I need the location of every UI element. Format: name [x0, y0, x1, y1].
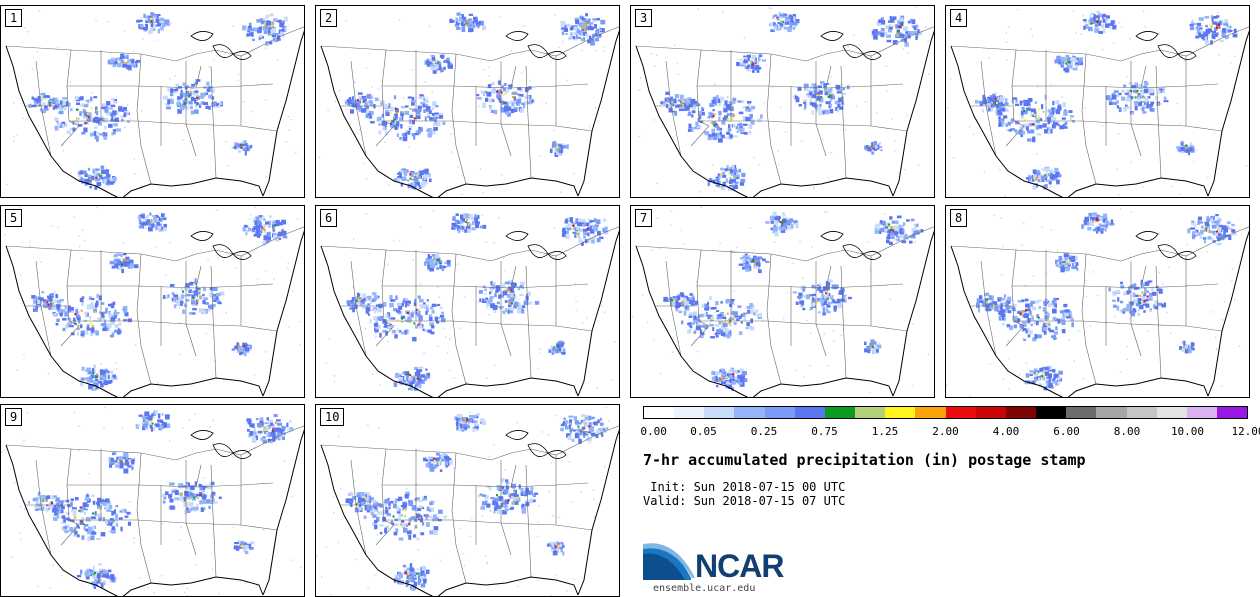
postage-stamp-map: 1: [0, 5, 305, 198]
postage-stamp-map: 6: [315, 205, 620, 398]
stamp-member-label: 4: [950, 9, 968, 27]
valid-time: Valid: Sun 2018-07-15 07 UTC: [643, 494, 846, 508]
postage-stamp-map: 3: [630, 5, 935, 198]
colorbar-tick-label: 6.00: [1053, 425, 1080, 438]
stamp-member-label: 7: [635, 209, 653, 227]
colorbar-segment: [975, 407, 1006, 418]
colorbar-segment: [794, 407, 825, 418]
colorbar-tick-label: 8.00: [1113, 425, 1141, 438]
colorbar-segment: [674, 407, 705, 418]
stamp-member-label: 5: [5, 209, 23, 227]
colorbar-tick-label: 4.00: [992, 425, 1020, 438]
precip-colorbar: [643, 406, 1248, 419]
colorbar-segment: [915, 407, 946, 418]
colorbar-tick-label: 0.25: [750, 425, 778, 438]
colorbar-segment: [1005, 407, 1037, 418]
precip-map-icon: [946, 207, 1249, 397]
colorbar-tick-label: 0.00: [640, 425, 667, 438]
precip-map-icon: [635, 6, 934, 197]
init-time: Init: Sun 2018-07-15 00 UTC: [643, 480, 846, 494]
colorbar-tick-label: 1.25: [871, 425, 899, 438]
stamp-member-label: 6: [320, 209, 338, 227]
stamp-member-label: 9: [5, 408, 23, 426]
colorbar-tick-label: 2.00: [932, 425, 959, 438]
colorbar-segment: [1156, 407, 1187, 418]
stamp-member-label: 3: [635, 9, 653, 27]
precip-map-icon: [318, 9, 619, 197]
postage-stamp-map: 9: [0, 404, 305, 597]
colorbar-segment: [704, 407, 735, 418]
ncar-logo-text: NCAR: [695, 548, 784, 584]
precip-map-icon: [316, 406, 619, 596]
ncar-logo-icon: [643, 543, 695, 580]
colorbar-segment: [1036, 407, 1067, 418]
colorbar-segment: [824, 407, 856, 418]
colorbar-segment: [855, 407, 886, 418]
precip-map-icon: [631, 206, 934, 397]
logo-url: ensemble.ucar.edu: [653, 583, 756, 594]
chart-title: 7-hr accumulated precipitation (in) post…: [643, 451, 1086, 469]
postage-stamp-map: 2: [315, 5, 620, 198]
colorbar-segment: [1096, 407, 1127, 418]
postage-stamp-map: 8: [945, 205, 1250, 398]
colorbar-tick-label: 12.00: [1231, 425, 1260, 438]
precip-map-icon: [5, 7, 304, 197]
stamp-member-label: 8: [950, 209, 968, 227]
stamp-member-label: 10: [320, 408, 345, 426]
colorbar-segment: [1126, 407, 1157, 418]
postage-stamp-map: 5: [0, 205, 305, 398]
precip-map-icon: [1, 406, 304, 596]
precip-map-icon: [3, 206, 304, 397]
postage-stamp-map: 7: [630, 205, 935, 398]
precip-map-icon: [320, 210, 619, 397]
colorbar-segment: [644, 407, 675, 418]
colorbar-segment: [1216, 407, 1248, 418]
colorbar-tick-label: 0.05: [690, 425, 717, 438]
colorbar-segment: [734, 407, 765, 418]
postage-stamp-map: 10: [315, 404, 620, 597]
colorbar-segment: [1186, 407, 1217, 418]
postage-stamp-map: 4: [945, 5, 1250, 198]
colorbar-segment: [1066, 407, 1097, 418]
colorbar-segment: [945, 407, 976, 418]
colorbar-tick-label: 10.00: [1170, 425, 1205, 438]
stamp-member-label: 2: [320, 9, 338, 27]
colorbar-tick-label: 0.75: [811, 425, 838, 438]
precip-map-icon: [946, 8, 1249, 197]
colorbar-segment: [885, 407, 916, 418]
stamp-member-label: 1: [5, 9, 23, 27]
colorbar-segment: [764, 407, 795, 418]
